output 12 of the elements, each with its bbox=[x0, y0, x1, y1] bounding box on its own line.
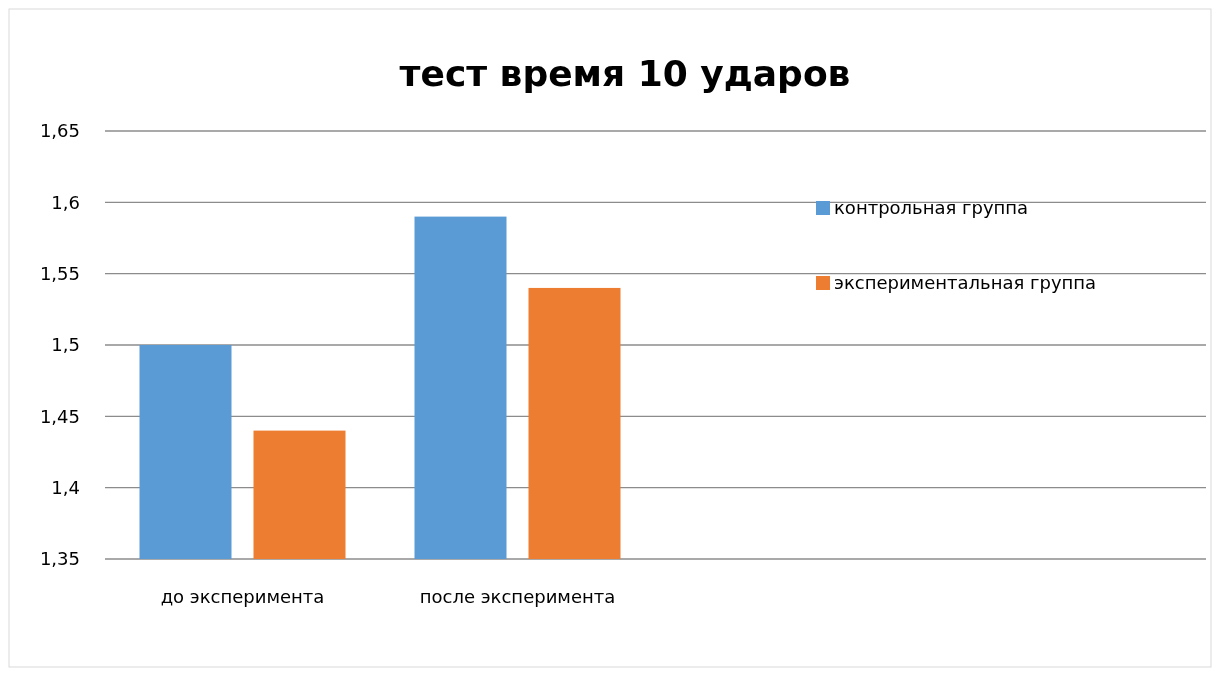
chart-title: тест время 10 ударов bbox=[399, 53, 851, 94]
legend-label: экспериментальная группа bbox=[834, 272, 1097, 294]
y-tick-label: 1,4 bbox=[51, 476, 80, 498]
y-tick-label: 1,35 bbox=[39, 548, 80, 570]
y-tick-label: 1,45 bbox=[39, 405, 80, 427]
y-tick-label: 1,65 bbox=[39, 120, 80, 142]
y-tick-label: 1,55 bbox=[39, 262, 80, 284]
y-tick-label: 1,5 bbox=[51, 334, 80, 356]
x-tick-label: после эксперимента bbox=[419, 586, 616, 607]
x-tick-label: до эксперимента bbox=[160, 586, 325, 607]
y-tick-label: 1,6 bbox=[51, 191, 80, 213]
legend-label: контрольная группа bbox=[834, 197, 1029, 219]
